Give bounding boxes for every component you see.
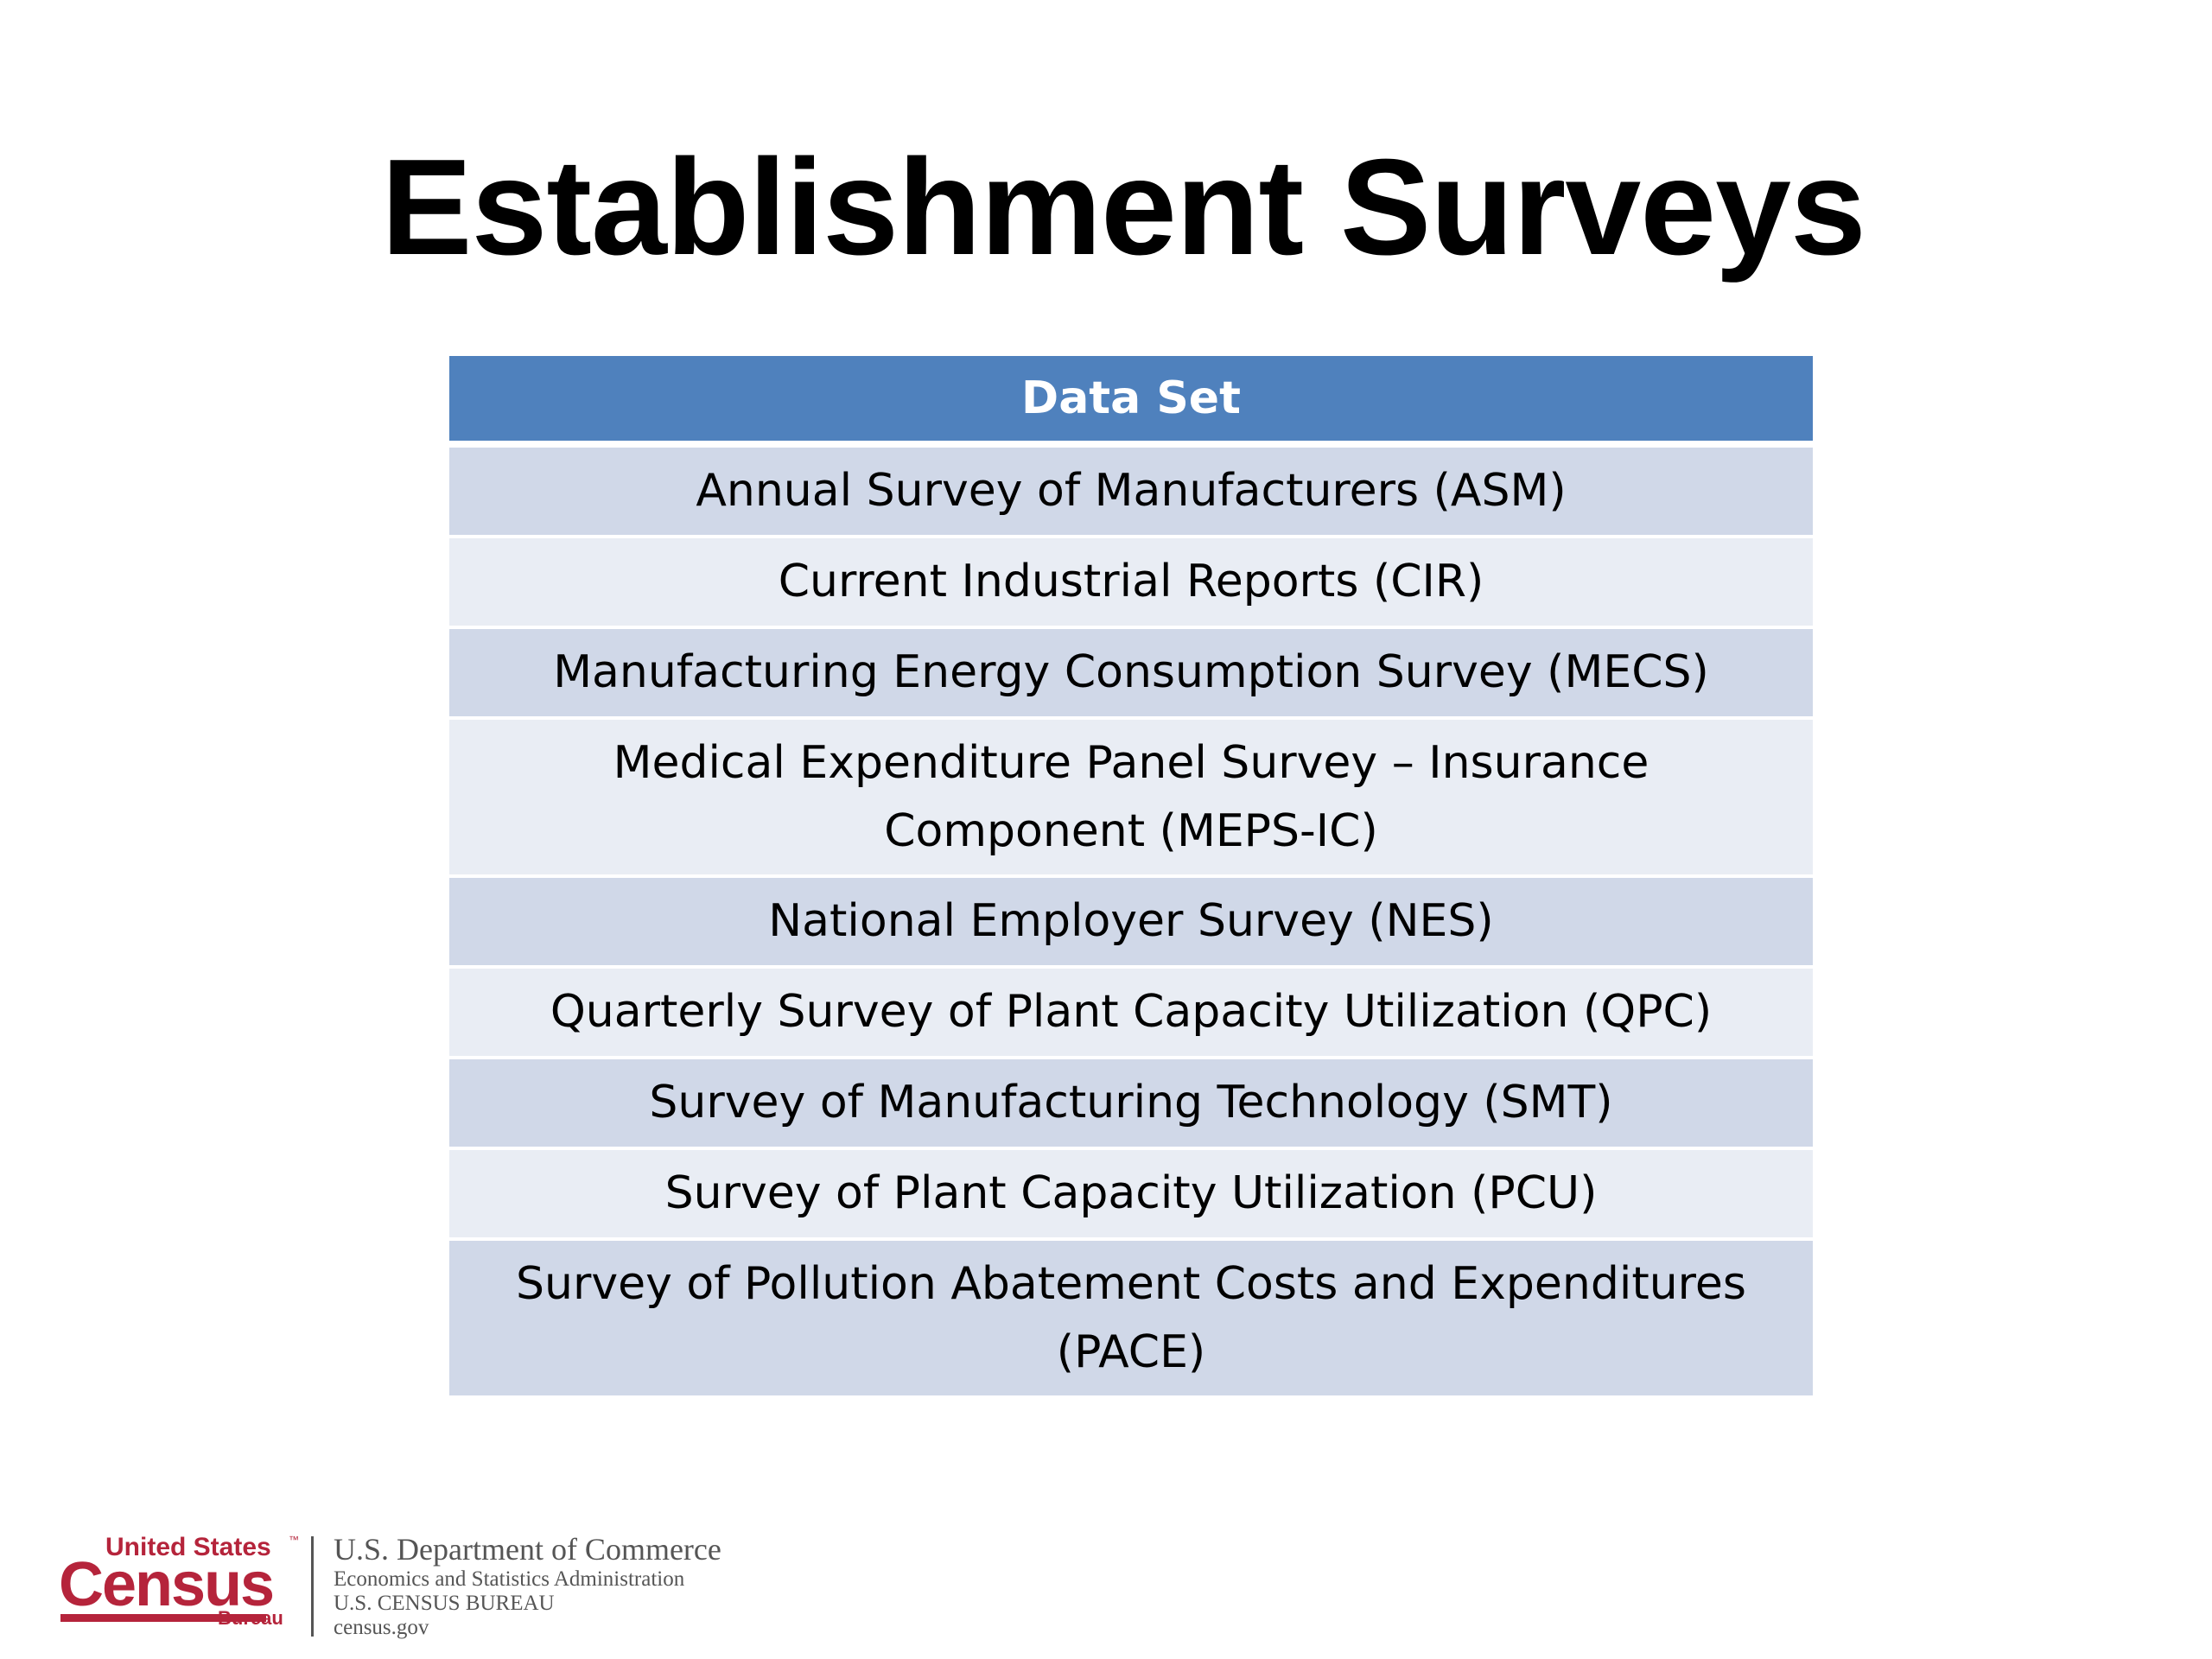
table-row: Current Industrial Reports (CIR) [449,538,1813,629]
table-row: Annual Survey of Manufacturers (ASM) [449,448,1813,538]
data-set-table: Data Set Annual Survey of Manufacturers … [449,356,1813,1399]
department-text: U.S. Department of Commerce [334,1532,721,1567]
census-bureau-logo: United States ™ Census Bureau [59,1533,299,1629]
footer-divider [311,1536,314,1637]
table-row: Quarterly Survey of Plant Capacity Utili… [449,969,1813,1059]
agency-text: Economics and Statistics Administration [334,1567,685,1591]
table-header: Data Set [449,356,1813,441]
slide-title: Establishment Surveys [381,131,1866,283]
logo-underline [60,1614,266,1622]
footer-text: U.S. Department of Commerce Economics an… [334,1531,721,1640]
logo-united-states-text: United States [105,1533,271,1561]
table-row: Manufacturing Energy Consumption Survey … [449,629,1813,720]
logo-census-text: Census [59,1550,273,1619]
table-row: Medical Expenditure Panel Survey – Insur… [449,720,1813,878]
table-row: National Employer Survey (NES) [449,878,1813,969]
logo-tm-text: ™ [289,1534,299,1546]
table-row: Survey of Manufacturing Technology (SMT) [449,1059,1813,1150]
bureau-text: U.S. CENSUS BUREAU [334,1592,555,1615]
table-row: Survey of Pollution Abatement Costs and … [449,1241,1813,1399]
logo-bureau-text: Bureau [218,1607,283,1629]
table-row: Survey of Plant Capacity Utilization (PC… [449,1150,1813,1241]
website-text: census.gov [334,1616,429,1639]
